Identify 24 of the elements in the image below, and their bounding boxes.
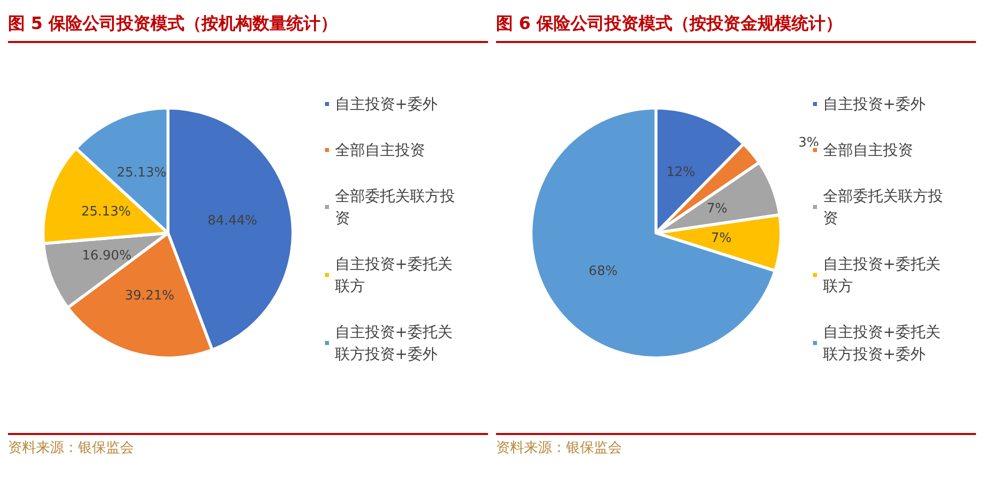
legend-label: 全部自主投资	[335, 141, 425, 159]
legend-label: 全部自主投资	[823, 141, 913, 159]
data-label: 7%	[706, 202, 728, 217]
chart-title: 图 5 保险公司投资模式（按机构数量统计）	[8, 8, 488, 43]
legend-label: 全部委托关联方投资	[823, 187, 943, 227]
data-label: 25.13%	[116, 166, 166, 181]
data-label: 84.44%	[208, 214, 258, 229]
legend-label: 自主投资+委托关联方	[823, 255, 941, 295]
legend-label: 自主投资+委外	[335, 95, 438, 113]
data-label: 68%	[588, 264, 618, 280]
data-label: 3%	[798, 136, 820, 151]
legend-label: 自主投资+委外	[823, 95, 926, 113]
text: 资料来源：银保监会	[8, 439, 135, 457]
legend-label: 自主投资+委托关联方投资+委外	[823, 323, 941, 363]
data-label: 12%	[666, 164, 696, 180]
chart-title: 图 6 保险公司投资模式（按投资金规模统计）	[496, 8, 976, 43]
data-label: 25.13%	[81, 204, 131, 220]
data-label: 39.21%	[124, 288, 174, 304]
data-label: 16.90%	[82, 248, 132, 264]
text: 资料来源：银保监会	[496, 439, 623, 457]
data-label: 7%	[710, 230, 732, 246]
legend-label: 自主投资+委托关联方	[335, 255, 453, 295]
legend-label: 自主投资+委托关联方投资+委外	[335, 323, 453, 363]
legend-label: 全部委托关联方投资	[335, 187, 455, 227]
